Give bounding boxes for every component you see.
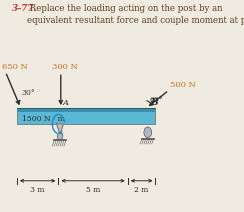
Polygon shape: [57, 124, 63, 134]
Text: 30°: 30°: [21, 89, 35, 96]
Text: B: B: [150, 98, 158, 107]
Text: 650 N: 650 N: [2, 63, 28, 71]
Text: 3–77.: 3–77.: [12, 4, 38, 13]
Text: A: A: [63, 99, 69, 107]
Text: 3 m: 3 m: [30, 186, 45, 194]
Bar: [17, 108, 155, 112]
Text: 5 m: 5 m: [86, 186, 100, 194]
Bar: [17, 108, 155, 124]
Text: 2 m: 2 m: [134, 186, 149, 194]
Text: Replace the loading acting on the post by an
equivalent resultant force and coup: Replace the loading acting on the post b…: [27, 4, 244, 25]
Text: 60°: 60°: [150, 96, 163, 104]
Text: 300 N: 300 N: [51, 63, 77, 71]
Circle shape: [57, 132, 63, 140]
Circle shape: [144, 127, 152, 138]
Text: 1500 N · m: 1500 N · m: [21, 115, 64, 123]
Text: 500 N: 500 N: [170, 81, 196, 89]
